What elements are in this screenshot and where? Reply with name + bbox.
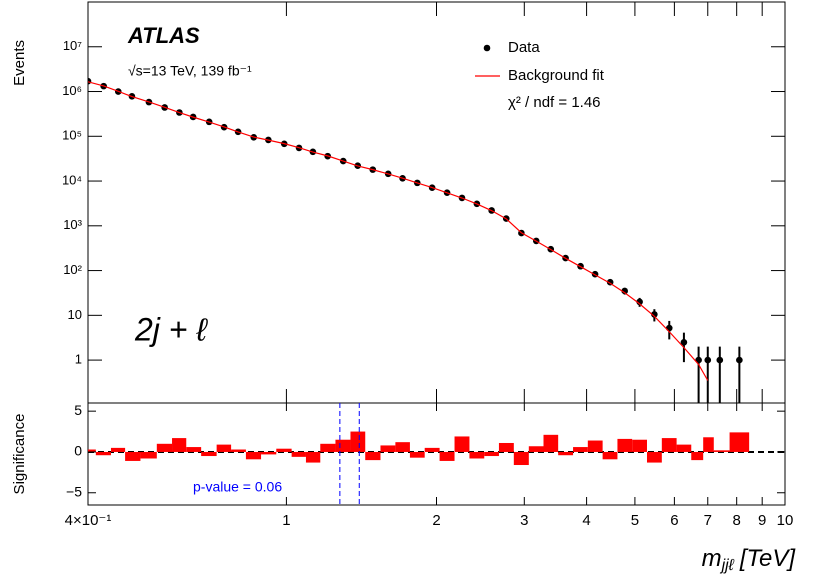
x-axis-title-m: m bbox=[702, 545, 722, 572]
data-point bbox=[651, 311, 658, 318]
significance-bar bbox=[543, 434, 559, 452]
significance-bar bbox=[172, 438, 187, 452]
significance-bar bbox=[245, 451, 262, 460]
significance-bar bbox=[424, 447, 440, 452]
data-point bbox=[716, 356, 724, 364]
significance-bar bbox=[231, 449, 246, 452]
x-axis-title-unit: [TeV] bbox=[739, 545, 796, 572]
significance-bar bbox=[469, 451, 485, 459]
data-point bbox=[621, 287, 629, 295]
legend-label: Background fit bbox=[508, 67, 605, 84]
significance-bar bbox=[305, 451, 321, 463]
chi2-label: χ² / ndf = 1.46 bbox=[508, 94, 601, 111]
y-tick-label: 0 bbox=[74, 443, 82, 459]
significance-bar bbox=[703, 437, 714, 452]
significance-bar bbox=[140, 451, 157, 459]
x-axis-title-sub: jjℓ bbox=[720, 557, 735, 574]
significance-bar bbox=[201, 451, 217, 457]
y-tick-label: 10⁶ bbox=[62, 83, 82, 98]
significance-bar bbox=[125, 451, 141, 461]
significance-bar bbox=[558, 451, 574, 456]
significance-bar bbox=[380, 445, 396, 452]
significance-bar bbox=[276, 448, 292, 452]
significance-bar bbox=[365, 451, 381, 461]
significance-bar bbox=[602, 451, 618, 460]
x-tick-label: 4 bbox=[582, 512, 590, 529]
data-point bbox=[680, 338, 688, 346]
x-tick-label: 10 bbox=[777, 512, 794, 529]
energy-label: √s=13 TeV, 139 fb⁻¹ bbox=[128, 63, 252, 79]
y-tick-label: 10⁵ bbox=[62, 128, 82, 143]
data-point bbox=[736, 356, 743, 364]
significance-bar bbox=[439, 451, 455, 461]
y-tick-label: 10 bbox=[68, 307, 82, 322]
data-point bbox=[636, 298, 643, 306]
x-tick-label: 4×10⁻¹ bbox=[65, 512, 112, 529]
significance-bar bbox=[513, 451, 529, 466]
x-tick-label: 5 bbox=[631, 512, 639, 529]
channel-label: 2j + ℓ bbox=[134, 311, 208, 347]
significance-bar bbox=[484, 451, 499, 457]
fit-line bbox=[88, 81, 709, 381]
y-tick-label: 10⁷ bbox=[63, 38, 82, 53]
significance-bar bbox=[320, 443, 336, 452]
y-tick-label: 10³ bbox=[63, 217, 82, 232]
significance-bar bbox=[335, 439, 351, 452]
significance-bar bbox=[454, 436, 470, 452]
significance-bar bbox=[528, 446, 544, 452]
x-tick-label: 3 bbox=[520, 512, 528, 529]
significance-bar bbox=[110, 447, 126, 452]
atlas-label: ATLAS bbox=[127, 23, 200, 48]
significance-bar bbox=[729, 432, 750, 452]
x-tick-label: 9 bbox=[758, 512, 766, 529]
significance-bar bbox=[156, 443, 173, 452]
y-axis-title: Events bbox=[11, 40, 28, 86]
p-value-label: p-value = 0.06 bbox=[193, 479, 282, 495]
significance-bar bbox=[186, 447, 202, 452]
upper-plot bbox=[88, 77, 743, 403]
x-tick-label: 1 bbox=[282, 512, 290, 529]
significance-bar bbox=[617, 438, 633, 452]
significance-bar bbox=[261, 451, 277, 455]
lower-y-axis-title: Significance bbox=[11, 414, 28, 495]
data-point bbox=[704, 356, 712, 364]
significance-bar bbox=[676, 444, 692, 452]
significance-bar bbox=[646, 451, 662, 463]
significance-bar bbox=[632, 439, 647, 452]
significance-bar bbox=[661, 438, 677, 452]
significance-bar bbox=[713, 450, 730, 452]
significance-bar bbox=[691, 451, 704, 461]
y-tick-label: 10² bbox=[63, 262, 82, 277]
significance-bar bbox=[291, 451, 306, 457]
y-tick-label: −5 bbox=[66, 483, 82, 499]
x-tick-label: 2 bbox=[432, 512, 440, 529]
significance-bar bbox=[95, 451, 111, 456]
significance-bar bbox=[573, 447, 588, 452]
significance-bar bbox=[88, 449, 96, 452]
y-tick-label: 5 bbox=[74, 402, 82, 418]
significance-bar bbox=[350, 431, 366, 452]
x-tick-label: 6 bbox=[670, 512, 678, 529]
axes: 4×10⁻¹ 1 2 3 4 5 6 7 8 9 10 1 10 10² 10³ 10⁴ 10⁵ 10⁶ 10⁷ 5 0… bbox=[62, 2, 793, 529]
x-tick-label: 8 bbox=[733, 512, 741, 529]
significance-bar bbox=[587, 440, 603, 452]
significance-bar bbox=[216, 444, 232, 452]
significance-bar bbox=[395, 442, 410, 452]
x-tick-label: 7 bbox=[704, 512, 712, 529]
legend-label: Data bbox=[508, 39, 540, 56]
data-point bbox=[665, 324, 673, 332]
lower-plot bbox=[88, 403, 785, 505]
legend-marker bbox=[483, 44, 491, 52]
significance-bar bbox=[409, 451, 425, 458]
data-point bbox=[88, 77, 92, 85]
significance-bar bbox=[498, 442, 514, 452]
y-tick-label: 1 bbox=[75, 352, 82, 367]
x-axis-title: mjjℓ [TeV] bbox=[702, 545, 797, 574]
y-tick-label: 10⁴ bbox=[62, 172, 82, 187]
